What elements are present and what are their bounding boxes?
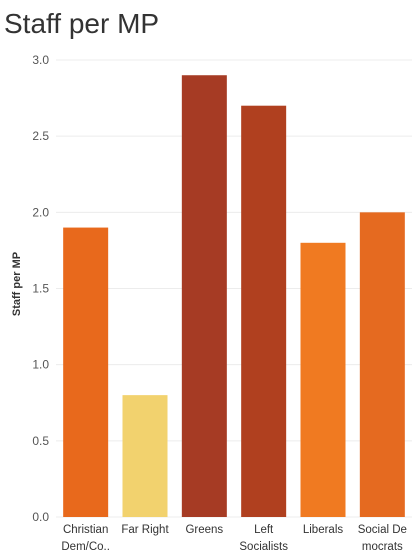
bar[interactable] [63, 227, 109, 518]
bar[interactable] [359, 212, 405, 518]
x-category-label: Far Right [121, 524, 169, 536]
bar[interactable] [181, 75, 227, 517]
x-category-label: Dem/Co.. [61, 541, 110, 553]
y-tick-label: 2.0 [32, 205, 49, 219]
x-category-label: Socialists [239, 541, 288, 553]
y-tick-label: 0.0 [32, 510, 49, 524]
bar[interactable] [122, 395, 168, 517]
y-tick-label: 2.5 [32, 129, 49, 143]
y-axis-title: Staff per MP [11, 252, 23, 316]
gridlines [56, 59, 412, 518]
y-axis-ticks: 0.0 0.5 1.0 1.5 2.0 2.5 3.0 [32, 53, 49, 524]
page-title: Staff per MP [4, 8, 160, 39]
bar[interactable] [241, 105, 287, 517]
x-category-label: Christian [63, 524, 108, 536]
y-tick-label: 1.5 [32, 282, 49, 296]
bars [63, 75, 405, 518]
x-category-label: Greens [185, 524, 223, 536]
bar[interactable] [300, 242, 346, 518]
x-category-label: Left [254, 524, 274, 536]
x-category-label: mocrats [362, 541, 403, 553]
y-tick-label: 3.0 [32, 53, 49, 67]
x-category-label: Liberals [303, 524, 344, 536]
x-axis-labels: Christian Dem/Co.. Far Right Greens Left Soci… [61, 524, 407, 553]
y-tick-label: 0.5 [32, 434, 49, 448]
y-tick-label: 1.0 [32, 358, 49, 372]
x-category-label: Social De [358, 524, 407, 536]
